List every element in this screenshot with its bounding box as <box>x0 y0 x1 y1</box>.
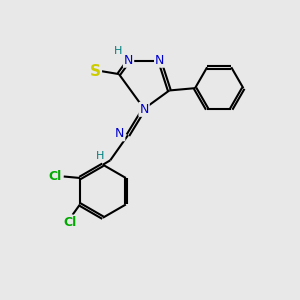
Text: H: H <box>96 151 104 161</box>
Text: Cl: Cl <box>63 216 76 229</box>
Text: N: N <box>124 54 133 67</box>
Text: H: H <box>114 46 122 56</box>
Text: S: S <box>90 64 101 79</box>
Text: N: N <box>115 127 124 140</box>
Text: Cl: Cl <box>48 170 62 183</box>
Text: N: N <box>155 54 164 67</box>
Text: N: N <box>140 103 149 116</box>
